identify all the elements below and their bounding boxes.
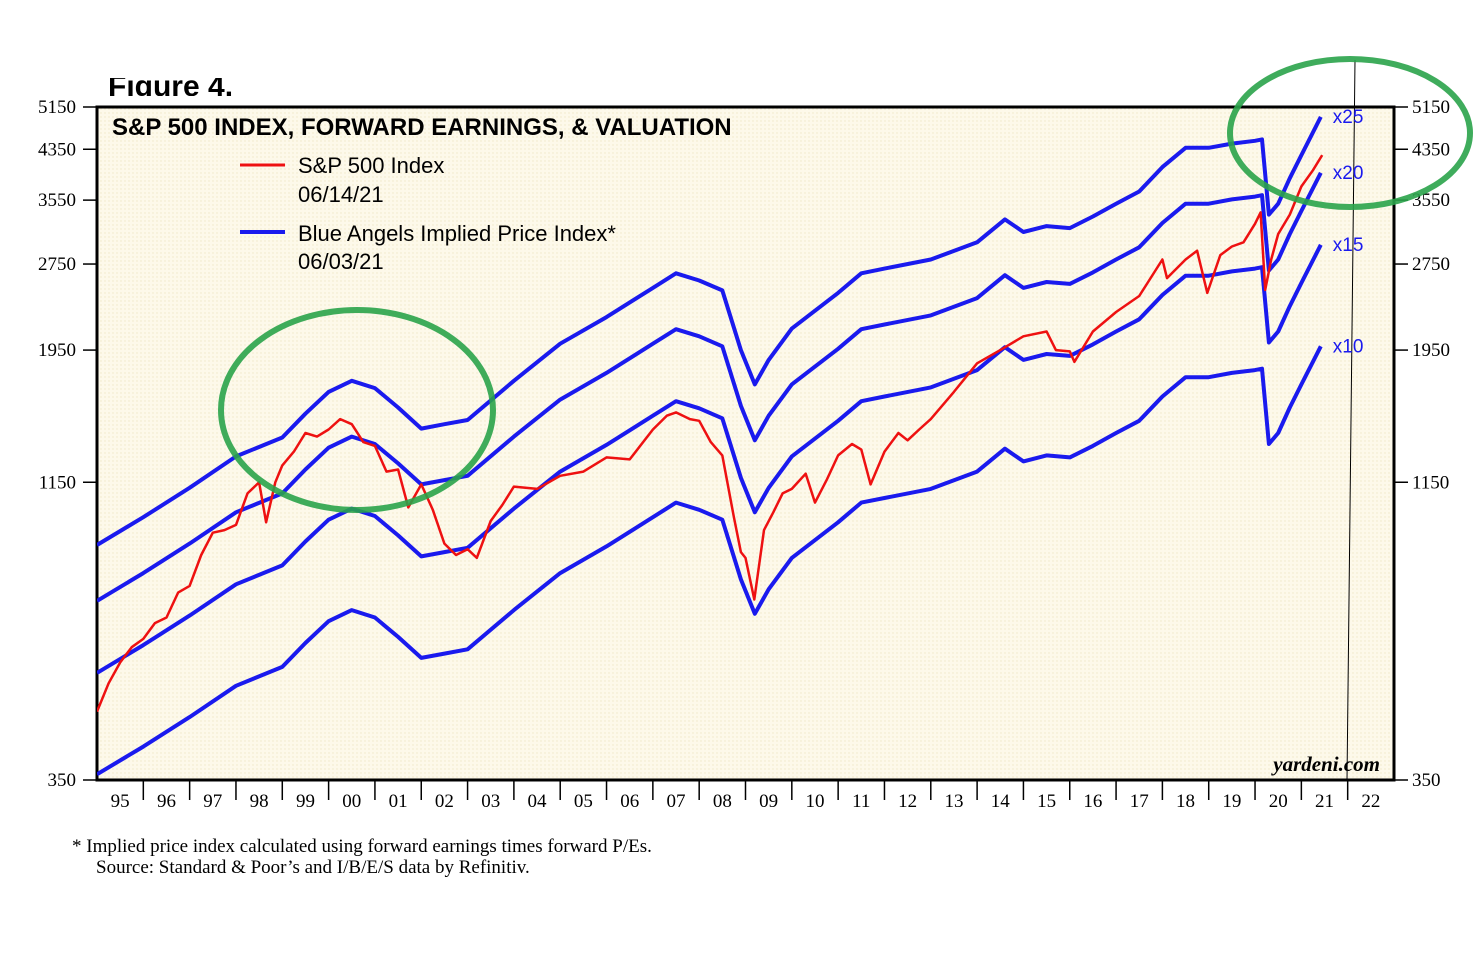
chart-title: S&P 500 INDEX, FORWARD EARNINGS, & VALUA…	[112, 114, 732, 141]
x-tick-label: 16	[1083, 791, 1102, 812]
watermark: yardeni.com	[1270, 752, 1380, 776]
x-axis: 95 96 97 98 99 00 01 02 03 04 05 06 07 08 09 10 11 12 13 14…	[111, 780, 1380, 812]
y-tick-label-right: 2750	[1412, 254, 1450, 275]
footnote-definition: * Implied price index calculated using f…	[72, 836, 652, 857]
x-tick-label: 05	[574, 791, 593, 812]
sp500-line	[97, 154, 1324, 713]
y-tick-label-right: 5150	[1412, 97, 1450, 118]
multiple-labels: x25 x20 x15 x10	[1333, 107, 1364, 357]
multiple-label-x15: x15	[1333, 235, 1364, 256]
circle-2000-peak	[218, 307, 496, 513]
x-tick-label: 12	[898, 791, 917, 812]
y-tick-label-left: 2750	[38, 254, 76, 275]
y-tick-label-left: 1150	[39, 472, 76, 493]
y-tick-label-left: 3550	[38, 190, 76, 211]
legend-date-sp500: 06/14/21	[298, 182, 384, 207]
x-tick-label: 03	[481, 791, 500, 812]
plot-area	[95, 105, 1396, 782]
x-tick-label: 96	[157, 791, 176, 812]
implied-price-line-x10	[97, 345, 1323, 777]
y-tick-label-right: 4350	[1412, 139, 1450, 160]
y-tick-label-right: 350	[1412, 770, 1441, 791]
x-tick-label: 18	[1176, 791, 1195, 812]
legend-label-sp500: S&P 500 Index	[298, 153, 444, 178]
x-tick-label: 97	[203, 791, 222, 812]
x-tick-label: 02	[435, 791, 454, 812]
implied-price-line-x15	[97, 243, 1323, 675]
x-tick-label: 98	[250, 791, 269, 812]
x-tick-label: 11	[852, 791, 870, 812]
footnote-source: Source: Standard & Poor’s and I/B/E/S da…	[96, 857, 530, 878]
x-tick-label: 07	[667, 791, 686, 812]
series-layer	[97, 115, 1324, 777]
x-tick-label: 13	[944, 791, 963, 812]
x-tick-label: 06	[620, 791, 639, 812]
x-tick-label: 22	[1361, 791, 1380, 812]
legend-label-blue-angels: Blue Angels Implied Price Index*	[298, 221, 616, 246]
x-tick-label: 15	[1037, 791, 1056, 812]
y-tick-label-right: 1150	[1412, 472, 1449, 493]
x-tick-label: 95	[111, 791, 130, 812]
legend: S&P 500 Index 06/14/21 Blue Angels Impli…	[240, 153, 616, 274]
multiple-label-x20: x20	[1333, 163, 1364, 184]
y-tick-label-left: 1950	[38, 340, 76, 361]
x-tick-label: 14	[991, 791, 1011, 812]
y-tick-label-left: 4350	[38, 139, 76, 160]
x-tick-label: 20	[1269, 791, 1288, 812]
x-tick-label: 08	[713, 791, 732, 812]
implied-price-line-x20	[97, 171, 1323, 603]
implied-price-line-x25	[97, 115, 1323, 547]
x-tick-label: 21	[1315, 791, 1334, 812]
circle-2021-peak	[1227, 56, 1473, 210]
x-tick-label: 01	[389, 791, 408, 812]
y-tick-label-left: 5150	[38, 97, 76, 118]
multiple-label-x25: x25	[1333, 107, 1364, 128]
figure-caption: Figure 4.	[108, 70, 233, 103]
y-tick-label-left: 350	[48, 770, 77, 791]
x-tick-label: 17	[1130, 791, 1149, 812]
y-tick-label-right: 1950	[1412, 340, 1450, 361]
multiple-label-x10: x10	[1333, 336, 1364, 357]
x-tick-label: 09	[759, 791, 778, 812]
legend-date-blue-angels: 06/03/21	[298, 249, 384, 274]
x-tick-label: 19	[1222, 791, 1241, 812]
x-tick-label: 99	[296, 791, 315, 812]
x-tick-label: 00	[342, 791, 361, 812]
y-axis-left: 350 1150 1950 2750 3550 4350 5150	[38, 97, 97, 791]
vertical-marker-line	[1346, 59, 1356, 781]
x-tick-label: 04	[528, 791, 548, 812]
x-tick-label: 10	[805, 791, 824, 812]
